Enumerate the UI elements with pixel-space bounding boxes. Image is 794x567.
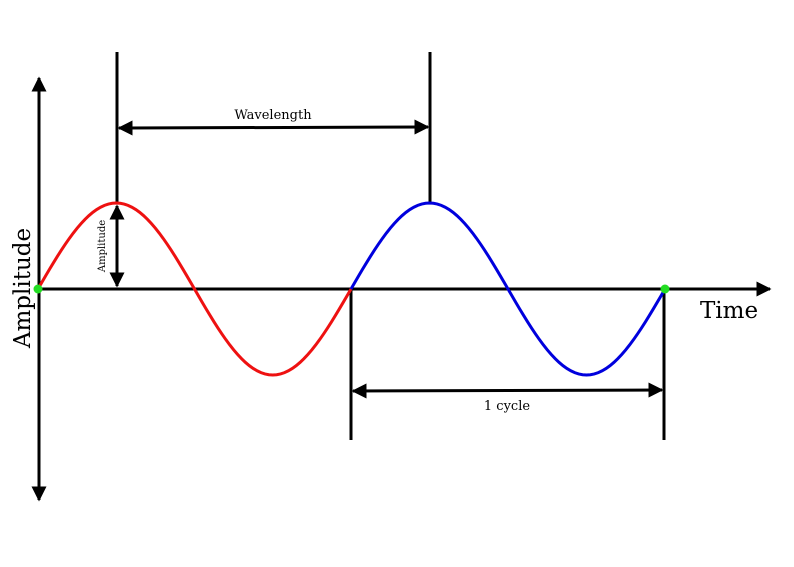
amplitude-marker-label: Amplitude (97, 220, 108, 273)
second-cycle-wave (349, 201, 667, 377)
x-axis-label: Time (700, 298, 758, 324)
cycle-end-marker (660, 284, 670, 294)
wavelength-arrow (117, 119, 430, 136)
wavelength-label: Wavelength (234, 108, 312, 123)
cycle-start-marker (33, 284, 43, 294)
first-cycle-wave (36, 201, 353, 377)
y-axis-label: Amplitude (10, 228, 36, 349)
cycle-label: 1 cycle (484, 399, 530, 414)
cycle-arrow (351, 382, 664, 399)
